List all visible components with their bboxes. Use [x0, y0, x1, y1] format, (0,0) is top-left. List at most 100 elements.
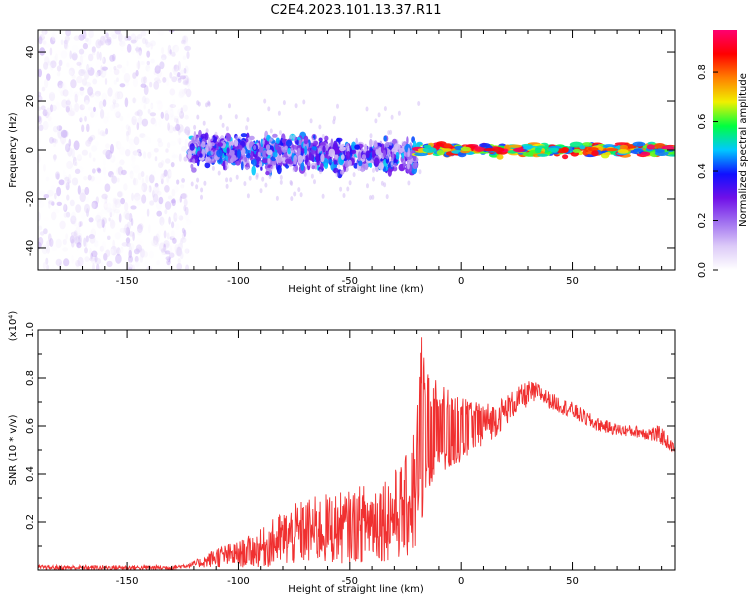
spectrogram-cell	[65, 143, 71, 153]
spectrogram-cell	[66, 62, 70, 68]
spectrogram-cell	[153, 235, 159, 246]
spectrogram-cell	[119, 44, 124, 52]
colorbar-tick-label: 0.8	[697, 64, 708, 80]
spectrogram-cell	[134, 255, 139, 263]
spectrogram-cell	[95, 71, 100, 78]
spectrogram-cell	[361, 154, 367, 160]
spectrogram-cell	[334, 147, 341, 155]
spectrogram-cell	[110, 218, 114, 226]
spectrogram-x-tick-label: -150	[116, 276, 139, 287]
spectrogram-cell	[77, 256, 84, 267]
spectrogram-cell	[97, 168, 102, 174]
spectrogram-cell	[74, 168, 81, 173]
spectrogram-cell	[262, 139, 266, 145]
spectrogram-cell	[119, 34, 126, 45]
spectrogram-cell	[75, 218, 81, 228]
spectrogram-cell	[51, 265, 56, 270]
spectrogram-cell	[69, 178, 74, 183]
spectrogram-cell	[294, 103, 298, 109]
spectrogram-cell	[103, 201, 108, 211]
spectrogram-cell	[152, 193, 159, 203]
spectrogram-cell	[112, 53, 116, 62]
spectrogram-cell	[39, 231, 45, 236]
spectrogram-cell	[63, 258, 70, 267]
spectrogram-cell	[182, 74, 189, 85]
spectrogram-cell	[537, 153, 548, 157]
spectrogram-cell	[292, 134, 296, 140]
spectrogram-cell	[56, 125, 63, 131]
spectrogram-cell	[92, 168, 96, 174]
spectrogram-cell	[43, 216, 49, 222]
spectrogram-cell	[110, 31, 117, 37]
colorbar-label: Normalized spectral amplitude	[738, 73, 749, 227]
spectrogram-cell	[341, 169, 345, 175]
spectrogram-cell	[49, 136, 54, 144]
spectrogram-cells	[38, 30, 675, 270]
spectrogram-cell	[136, 200, 141, 206]
spectrogram-cell	[281, 138, 286, 144]
spectrogram-cell	[290, 196, 294, 202]
spectrogram-cell	[385, 194, 389, 200]
spectrogram-cell	[84, 203, 90, 214]
spectrogram-cell	[388, 144, 393, 150]
spectrogram-cell	[126, 132, 129, 142]
spectrogram-cell	[38, 190, 46, 196]
spectrogram-cell	[126, 113, 131, 119]
spectrogram-cell	[58, 66, 61, 76]
spectrogram-cell	[65, 182, 70, 191]
spectrogram-cell	[169, 49, 172, 55]
spectrogram-cell	[178, 91, 185, 99]
spectrogram-cell	[355, 137, 359, 145]
spectrogram-cell	[51, 244, 58, 252]
spectrogram-cell	[113, 209, 121, 214]
spectrogram-cell	[84, 247, 88, 254]
spectrogram-cell	[84, 85, 88, 92]
spectrogram-cell	[158, 196, 164, 205]
spectrogram-cell	[228, 103, 231, 109]
spectrogram-cell	[310, 173, 314, 179]
spectrogram-cell	[133, 192, 141, 201]
spectrogram-cell	[92, 78, 98, 85]
spectrogram-cell	[167, 44, 172, 54]
spectrogram-cell	[167, 257, 171, 263]
spectrogram-cell	[153, 148, 159, 153]
spectrogram-cell	[113, 68, 120, 76]
spectrogram-cell	[125, 166, 129, 174]
spectrogram-cell	[125, 213, 131, 221]
spectrogram-cell	[175, 191, 182, 198]
spectrogram-cell	[140, 187, 147, 195]
spectrogram-cell	[418, 169, 422, 175]
spectrogram-cell	[125, 124, 130, 130]
spectrogram-cell	[102, 149, 110, 156]
spectrogram-cell	[417, 101, 421, 106]
spectrogram-cell	[87, 137, 93, 144]
spectrogram-cell	[149, 81, 153, 88]
spectrogram-cell	[62, 247, 68, 252]
spectrogram-cell	[42, 30, 46, 38]
spectrogram-cell	[159, 61, 165, 70]
spectrogram-cell	[82, 30, 87, 40]
spectrogram-cell	[42, 120, 49, 131]
spectrogram-cell	[319, 169, 322, 175]
spectrogram-cell	[47, 209, 51, 216]
spectrogram-cell	[61, 140, 65, 146]
spectrogram-cell	[191, 167, 197, 173]
spectrogram-cell	[41, 244, 48, 255]
spectrogram-cell	[81, 124, 85, 133]
spectrogram-cell	[110, 245, 118, 256]
spectrogram-cell	[134, 47, 142, 52]
spectrogram-cell	[46, 107, 52, 116]
spectrogram-cell	[97, 40, 104, 46]
spectrogram-cell	[123, 78, 130, 88]
spectrogram-cell	[108, 59, 113, 66]
spectrogram-cell	[54, 138, 58, 144]
spectrogram-cell	[173, 64, 178, 70]
spectrogram-cell	[181, 35, 189, 44]
spectrogram-cell	[126, 60, 129, 67]
spectrogram-cell	[163, 240, 170, 249]
spectrogram-cell	[71, 231, 78, 240]
spectrogram-cell	[211, 156, 215, 162]
spectrogram-cell	[75, 154, 83, 159]
spectrogram-cell	[138, 223, 144, 231]
spectrogram-cell	[103, 175, 108, 181]
